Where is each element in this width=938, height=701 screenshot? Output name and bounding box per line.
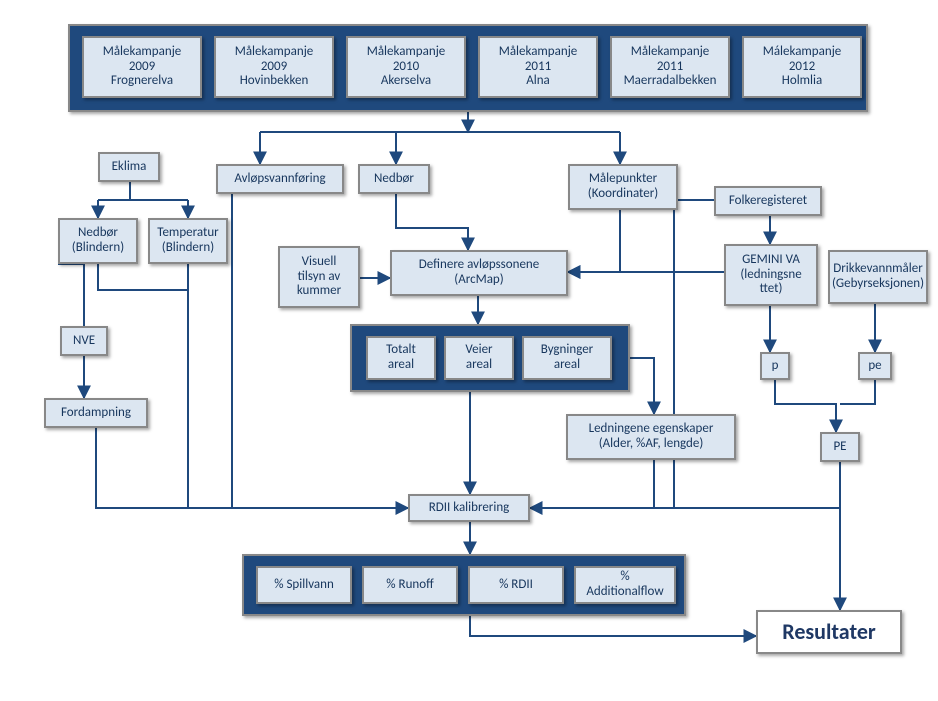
- node-ledn_egen: Ledningene egenskaper(Alder, %AF, lengde…: [566, 414, 736, 460]
- node-pct_rdii: % RDII: [468, 566, 564, 604]
- node-drikke: Drikkevannmåler(Gebyrseksjonen): [828, 250, 928, 304]
- node-gemini: GEMINI VA(ledningsnettet): [724, 244, 818, 306]
- node-mk2009f: Målekampanje2009Frognerelva: [82, 36, 202, 98]
- edge: [630, 358, 654, 414]
- node-eklima: Eklima: [98, 152, 160, 182]
- node-p: p: [760, 352, 790, 380]
- edge: [775, 380, 836, 432]
- edge: [840, 380, 875, 404]
- node-malepkt: Målepunkter(Koordinater): [568, 164, 678, 210]
- node-visuell: Visuelltilsyn avkummer: [278, 246, 360, 308]
- node-definere: Definere avløpssonene(ArcMap): [390, 250, 568, 296]
- node-nedb_bl: Nedbør(Blindern): [58, 218, 138, 264]
- node-byg_areal: Bygningerareal: [522, 336, 612, 380]
- node-temp_bl: Temperatur(Blindern): [148, 218, 228, 264]
- edge: [98, 264, 188, 290]
- edge: [58, 264, 84, 326]
- edge: [470, 616, 756, 636]
- node-mk2010a: Målekampanje2010Akerselva: [346, 36, 466, 98]
- edge: [396, 194, 468, 250]
- node-tot_areal: Totaltareal: [366, 336, 436, 380]
- edge: [674, 200, 714, 272]
- node-avlop: Avløpsvannføring: [216, 164, 344, 194]
- node-PE: PE: [820, 432, 860, 462]
- node-vei_areal: Veierareal: [444, 336, 514, 380]
- node-nedbor: Nedbør: [358, 164, 430, 194]
- node-mk2012h: Málekampanje2012Holmlia: [742, 36, 862, 98]
- node-rdii: RDII kalibrering: [408, 494, 530, 522]
- node-folkereg: Folkeregisteret: [714, 186, 822, 216]
- node-pct_spill: % Spillvann: [256, 566, 352, 604]
- node-pct_runoff: % Runoff: [362, 566, 458, 604]
- node-mk2011m: Målekampanje2011Maerradalbekken: [610, 36, 730, 98]
- node-pct_add: % Additionalflow: [574, 566, 676, 604]
- edge: [568, 210, 620, 272]
- node-pe_low: pe: [858, 352, 892, 380]
- node-mk2011a: Målekampanje2011Alna: [478, 36, 598, 98]
- edge: [96, 428, 408, 508]
- node-result: Resultater: [756, 610, 902, 654]
- node-mk2009h: Målekampanje2009Hovinbekken: [214, 36, 334, 98]
- node-nve: NVE: [60, 326, 108, 356]
- edge: [530, 462, 840, 508]
- node-fordamp: Fordampning: [44, 398, 148, 428]
